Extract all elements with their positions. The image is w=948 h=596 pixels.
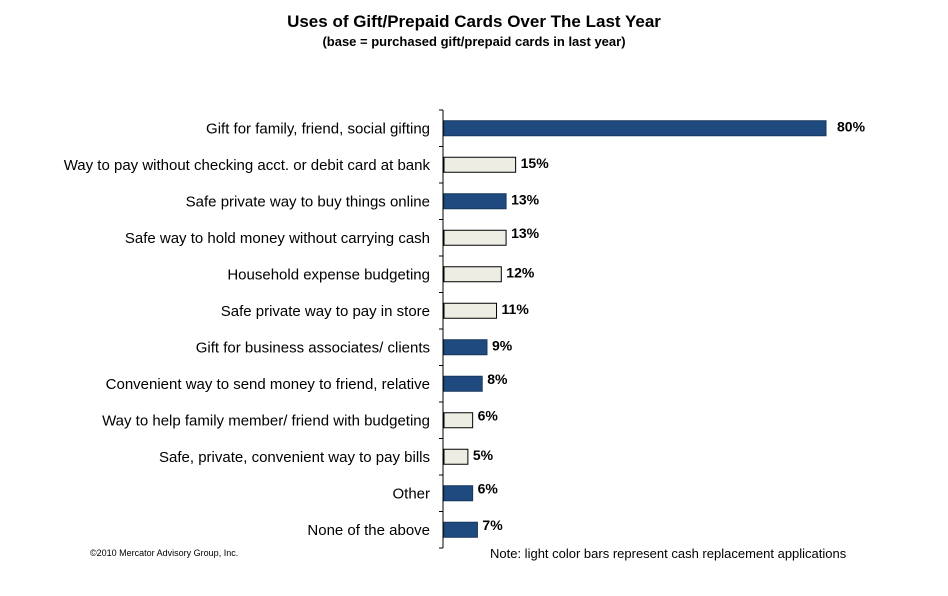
- category-label: Safe way to hold money without carrying …: [125, 230, 430, 247]
- value-label: 8%: [487, 371, 508, 387]
- bar-light: [443, 412, 474, 429]
- bar-light: [443, 156, 517, 173]
- value-label: 6%: [478, 480, 499, 496]
- category-label: Gift for business associates/ clients: [196, 339, 430, 356]
- bar-dark: [443, 485, 474, 502]
- copyright: ©2010 Mercator Advisory Group, Inc.: [90, 548, 239, 558]
- bar-dark: [443, 193, 507, 210]
- bar-light: [443, 448, 469, 465]
- value-label: 9%: [492, 337, 513, 353]
- chart-title: Uses of Gift/Prepaid Cards Over The Last…: [287, 12, 661, 31]
- value-label: 5%: [473, 447, 494, 463]
- category-label: Gift for family, friend, social gifting: [206, 120, 430, 137]
- category-label: Way to pay without checking acct. or deb…: [64, 157, 431, 174]
- value-label: 13%: [511, 225, 540, 241]
- category-label: None of the above: [307, 522, 430, 539]
- category-label: Safe private way to pay in store: [221, 303, 430, 320]
- category-label: Other: [392, 485, 430, 502]
- chart-subtitle: (base = purchased gift/prepaid cards in …: [322, 34, 626, 49]
- bar-dark: [443, 120, 827, 137]
- category-label: Household expense budgeting: [227, 266, 430, 283]
- value-label: 80%: [837, 118, 866, 134]
- bar-dark: [443, 339, 488, 356]
- value-label: 12%: [506, 264, 535, 280]
- value-label: 15%: [521, 155, 550, 171]
- category-label: Way to help family member/ friend with b…: [102, 412, 430, 429]
- footer-note: Note: light color bars represent cash re…: [490, 546, 847, 561]
- category-label: Safe, private, convenient way to pay bil…: [159, 449, 430, 466]
- value-label: 13%: [511, 191, 540, 207]
- bar-dark: [443, 521, 478, 538]
- category-label: Convenient way to send money to friend, …: [106, 376, 430, 393]
- bar-light: [443, 266, 502, 283]
- bar-light: [443, 229, 507, 246]
- value-label: 6%: [478, 407, 499, 423]
- bar-dark: [443, 375, 483, 392]
- value-label: 11%: [502, 301, 530, 317]
- value-label: 7%: [482, 517, 503, 533]
- bar-light: [443, 302, 498, 319]
- category-label: Safe private way to buy things online: [186, 193, 430, 210]
